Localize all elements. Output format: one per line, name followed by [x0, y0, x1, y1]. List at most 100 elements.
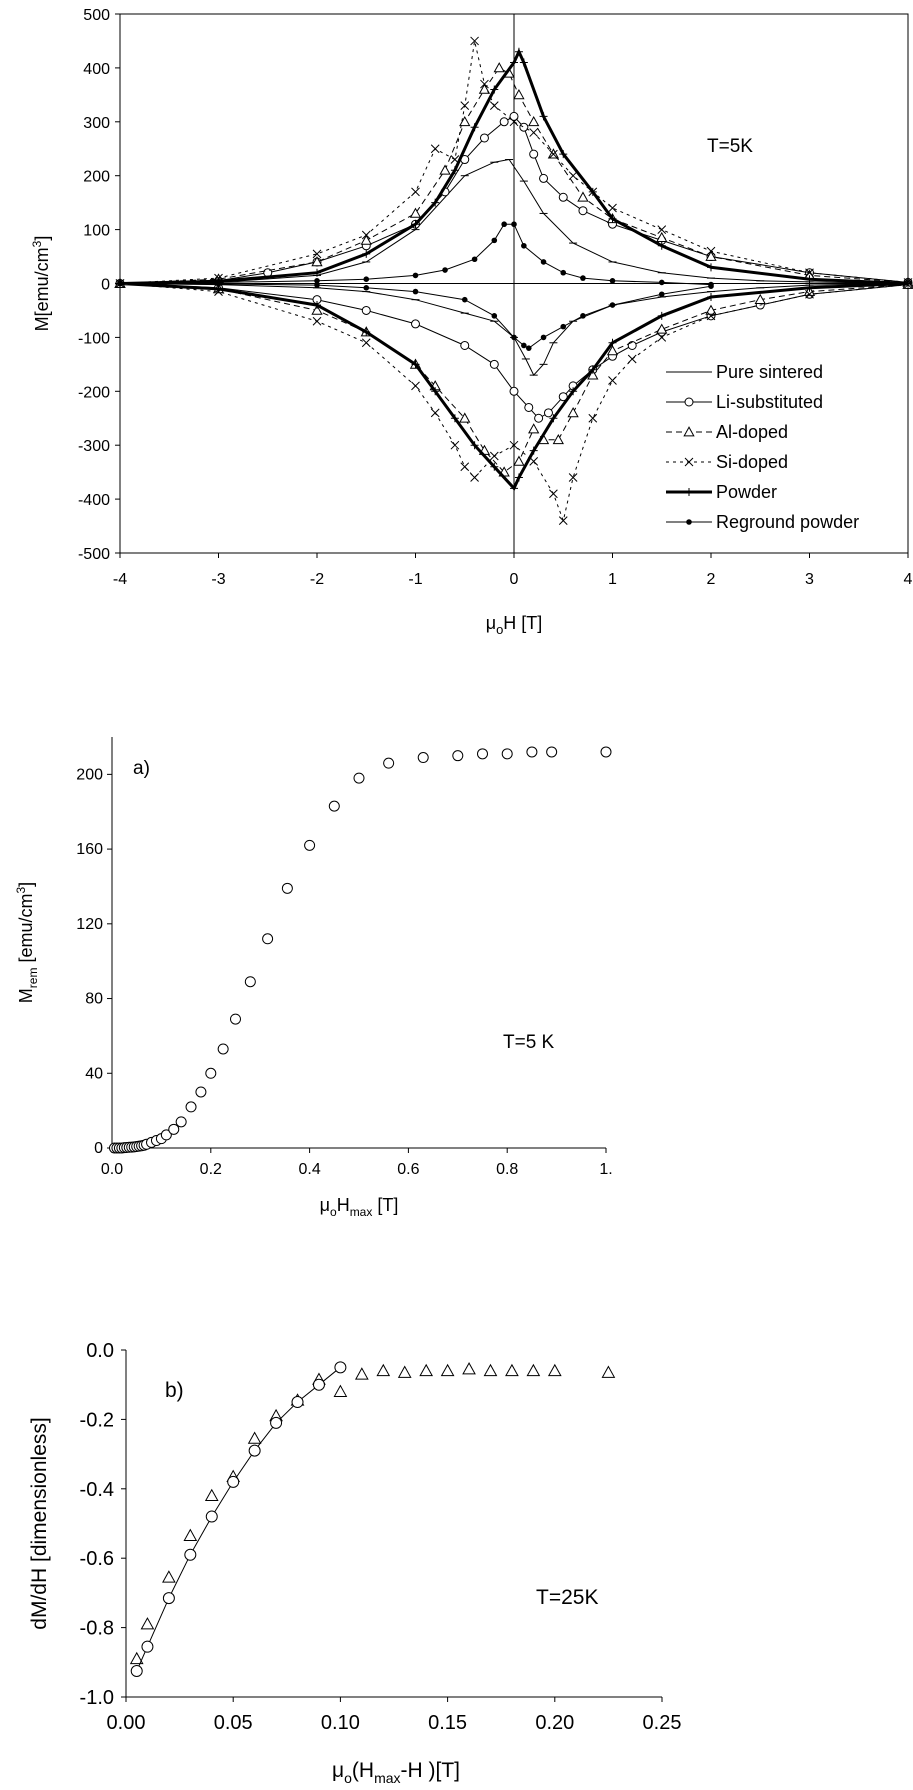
- data-point: [168, 1123, 180, 1135]
- data-point: [431, 387, 440, 396]
- data-point: [658, 279, 665, 286]
- data-point: [489, 359, 499, 369]
- data-point: [609, 278, 616, 284]
- data-point: [540, 334, 547, 341]
- data-point: [141, 1640, 154, 1653]
- data-point: [568, 473, 578, 482]
- data-point: [805, 289, 814, 299]
- data-point: [657, 311, 666, 320]
- x-axis-title: μo(Hmax-H )[T]: [332, 1759, 460, 1786]
- data-point: [461, 296, 468, 303]
- data-point: [608, 338, 617, 347]
- data-point: [521, 342, 527, 349]
- data-point: [526, 1363, 541, 1377]
- data-point: [805, 268, 814, 278]
- data-point: [658, 291, 665, 298]
- temperature-annotation: T=25K: [536, 1586, 598, 1609]
- data-point: [450, 166, 459, 175]
- series-line: [119, 223, 712, 349]
- data-point: [588, 187, 597, 196]
- data-point: [311, 304, 323, 315]
- legend-swatch-marker: [686, 519, 692, 525]
- data-point: [513, 89, 525, 100]
- y-tick-label: 0: [94, 1140, 103, 1157]
- data-point: [519, 122, 529, 132]
- data-point: [549, 489, 558, 499]
- data-point: [578, 206, 588, 216]
- legend-label: Pure sintered: [716, 362, 823, 382]
- data-point: [534, 413, 544, 423]
- data-point: [361, 230, 371, 240]
- fit-line: [136, 1366, 341, 1672]
- data-point: [608, 203, 617, 213]
- data-point: [519, 58, 528, 67]
- data-point: [528, 423, 540, 434]
- data-point: [549, 149, 558, 159]
- y-tick-label: -1.0: [80, 1687, 114, 1709]
- data-point: [567, 407, 579, 418]
- data-point: [215, 281, 222, 287]
- data-point: [470, 36, 479, 46]
- y-tick-label: 200: [76, 766, 103, 783]
- data-point: [185, 1101, 197, 1113]
- data-point: [525, 345, 532, 351]
- data-point: [417, 752, 429, 764]
- data-point: [539, 173, 549, 183]
- data-point: [183, 1528, 198, 1541]
- x-tick-label: -4: [113, 571, 127, 588]
- data-point: [509, 440, 519, 450]
- data-point: [217, 1043, 229, 1055]
- data-point: [707, 263, 715, 272]
- data-point: [577, 191, 589, 202]
- legend-label: Si-doped: [716, 452, 788, 472]
- data-point: [129, 1651, 144, 1665]
- data-point: [354, 1367, 369, 1380]
- x-tick-label: 1.: [599, 1161, 612, 1178]
- x-axis-title: μoH [T]: [486, 613, 543, 637]
- x-tick-label: 2: [707, 571, 716, 588]
- data-point: [419, 1363, 434, 1377]
- x-tick-label: 0.8: [496, 1161, 518, 1178]
- data-point: [754, 293, 766, 305]
- data-point: [547, 1363, 562, 1377]
- data-point: [175, 1116, 187, 1128]
- data-point: [459, 412, 471, 423]
- data-point: [291, 1396, 304, 1409]
- data-point: [514, 47, 523, 56]
- x-tick-label: 0.15: [428, 1712, 467, 1734]
- data-point: [580, 275, 586, 281]
- data-point: [230, 1013, 241, 1025]
- data-point: [361, 338, 371, 348]
- y-tick-label: -400: [78, 492, 110, 509]
- y-tick-label: 80: [85, 991, 103, 1008]
- data-point: [627, 354, 637, 364]
- data-point: [705, 250, 717, 261]
- series-reground-powder: [117, 221, 714, 351]
- data-point: [281, 882, 293, 894]
- legend: Pure sintered Li-substituted Al-doped Si-do…: [666, 362, 859, 532]
- y-axis-title: Mrem [emu/cm3]: [14, 882, 40, 1003]
- data-point: [470, 473, 479, 482]
- data-point: [706, 311, 716, 321]
- data-point: [460, 462, 470, 472]
- data-point: [493, 62, 505, 73]
- data-point: [510, 58, 518, 67]
- data-point: [184, 1548, 197, 1561]
- data-point: [529, 446, 538, 455]
- data-point: [510, 484, 518, 493]
- legend-label: Powder: [716, 482, 777, 502]
- data-point: [312, 1378, 325, 1391]
- y-tick-label: 200: [83, 169, 110, 186]
- data-point: [588, 413, 598, 423]
- data-point: [513, 455, 525, 466]
- data-point: [205, 1510, 218, 1523]
- data-point: [526, 746, 538, 758]
- data-point: [430, 408, 440, 418]
- data-point: [270, 1416, 283, 1429]
- legend-item: Si-doped: [666, 452, 788, 472]
- data-point: [479, 133, 489, 143]
- data-point: [501, 748, 513, 760]
- data-point: [552, 433, 564, 445]
- data-point: [489, 101, 499, 110]
